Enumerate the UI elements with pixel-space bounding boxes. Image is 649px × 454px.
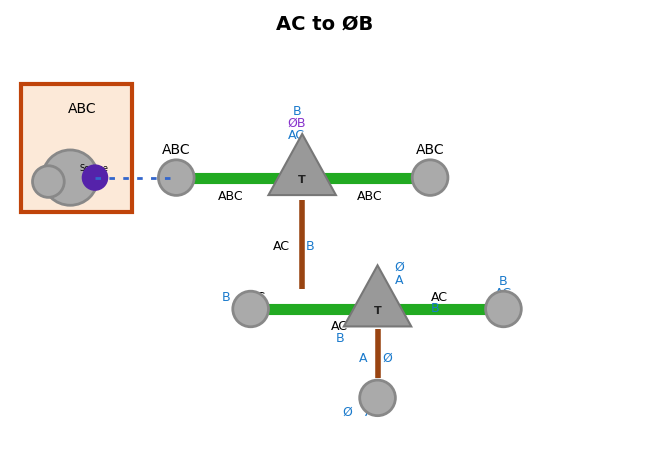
Text: AC: AC	[495, 286, 512, 300]
Circle shape	[485, 291, 521, 327]
Text: A: A	[359, 352, 367, 365]
Text: AC: AC	[288, 128, 305, 142]
Text: B: B	[293, 105, 302, 118]
Circle shape	[158, 160, 194, 195]
Text: ABC: ABC	[68, 103, 97, 117]
Text: AC: AC	[273, 240, 290, 253]
Text: ØB: ØB	[287, 117, 306, 130]
Text: B: B	[499, 275, 508, 288]
Text: Ø: Ø	[342, 406, 352, 419]
Text: B: B	[306, 240, 315, 253]
Text: Ø: Ø	[382, 352, 393, 365]
Circle shape	[42, 150, 98, 205]
Text: T: T	[299, 175, 306, 185]
Text: B: B	[336, 332, 344, 345]
Circle shape	[32, 166, 64, 197]
Text: AC: AC	[332, 320, 349, 333]
Text: AC to ØB: AC to ØB	[276, 15, 373, 34]
Circle shape	[233, 291, 269, 327]
Text: A: A	[365, 406, 373, 419]
Polygon shape	[344, 265, 411, 326]
Circle shape	[83, 166, 107, 189]
Text: T: T	[374, 306, 382, 316]
FancyBboxPatch shape	[21, 84, 132, 212]
Text: A: A	[395, 274, 404, 287]
Polygon shape	[269, 134, 336, 195]
Text: Source: Source	[79, 164, 108, 173]
Text: B: B	[431, 302, 440, 316]
Circle shape	[412, 160, 448, 195]
Text: AC: AC	[249, 291, 265, 304]
Text: AC: AC	[431, 291, 448, 304]
Circle shape	[360, 380, 395, 416]
Text: ABC: ABC	[416, 143, 445, 157]
Text: ABC: ABC	[218, 190, 243, 203]
Text: B: B	[222, 291, 231, 304]
Text: ABC: ABC	[162, 143, 191, 157]
Text: ABC: ABC	[357, 190, 382, 203]
Text: Ø: Ø	[395, 261, 404, 274]
